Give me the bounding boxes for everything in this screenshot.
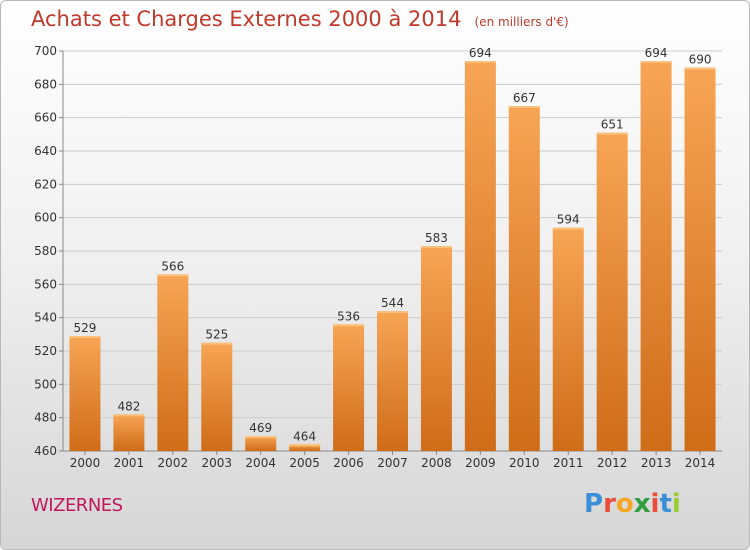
x-tick-label: 2005	[289, 456, 320, 470]
bar	[69, 336, 101, 451]
x-tick-label: 2003	[201, 456, 232, 470]
data-label: 651	[601, 118, 624, 132]
bar	[289, 444, 321, 451]
bar	[245, 436, 277, 451]
data-label: 529	[74, 321, 97, 335]
bar	[640, 61, 672, 451]
logo-letter: t	[659, 489, 672, 519]
bar	[596, 132, 628, 451]
data-label: 482	[117, 399, 140, 413]
x-tick-label: 2002	[158, 456, 189, 470]
y-tick-label: 520	[34, 344, 57, 358]
bar	[552, 227, 584, 451]
logo-letter: i	[671, 489, 681, 519]
logo-letter: r	[603, 489, 616, 519]
bar	[420, 246, 452, 451]
bar	[377, 311, 408, 451]
y-tick-label: 620	[34, 177, 57, 191]
city-name: WIZERNES	[31, 495, 123, 516]
y-tick-label: 660	[34, 111, 57, 125]
data-label: 566	[161, 259, 184, 273]
x-tick-label: 2006	[333, 456, 364, 470]
bar-highlight	[552, 227, 584, 230]
chart-title: Achats et Charges Externes 2000 à 2014	[31, 7, 462, 31]
y-tick-label: 500	[34, 377, 57, 391]
data-label: 544	[381, 296, 404, 310]
data-label: 690	[689, 53, 712, 67]
bar-highlight	[201, 342, 233, 345]
bar-highlight	[377, 311, 408, 313]
bar-highlight	[596, 132, 628, 135]
data-label: 583	[425, 231, 448, 245]
bar-highlight	[420, 246, 452, 248]
y-tick-label: 540	[34, 311, 57, 325]
bar	[464, 61, 496, 451]
x-tick-label: 2007	[377, 456, 408, 470]
x-tick-label: 2014	[685, 456, 716, 470]
y-tick-label: 600	[34, 211, 57, 225]
data-label: 525	[205, 328, 228, 342]
y-tick-label: 460	[34, 444, 57, 458]
bar	[508, 106, 540, 451]
x-tick-label: 2001	[114, 456, 145, 470]
bar-highlight	[464, 61, 496, 63]
y-tick-label: 680	[34, 77, 57, 91]
y-tick-label: 560	[34, 277, 57, 291]
y-tick-label: 700	[34, 44, 57, 58]
x-tick-label: 2008	[421, 456, 452, 470]
data-label: 469	[249, 421, 272, 435]
x-tick-label: 2004	[245, 456, 276, 470]
x-tick-label: 2000	[70, 456, 101, 470]
data-label: 536	[337, 309, 360, 323]
bar	[333, 324, 365, 451]
logo-letter: x	[633, 489, 651, 519]
chart-unit: (en milliers d'€)	[474, 15, 569, 29]
logo-letter: o	[615, 489, 634, 519]
x-tick-label: 2013	[641, 456, 672, 470]
x-tick-label: 2011	[553, 456, 584, 470]
bar-highlight	[157, 274, 189, 277]
data-label: 667	[513, 91, 536, 105]
bar-highlight	[245, 436, 277, 438]
proxiti-logo[interactable]: Proxiti	[584, 489, 681, 519]
x-tick-label: 2012	[597, 456, 628, 470]
x-tick-label: 2009	[465, 456, 496, 470]
title-block: Achats et Charges Externes 2000 à 2014 (…	[31, 7, 569, 31]
data-label: 694	[645, 46, 668, 60]
data-label: 694	[469, 46, 492, 60]
logo-letter: P	[584, 489, 604, 519]
bar	[201, 342, 233, 451]
data-label: 594	[557, 213, 580, 227]
y-tick-label: 640	[34, 144, 57, 158]
bar-highlight	[508, 106, 540, 108]
y-tick-label: 580	[34, 244, 57, 258]
data-label: 464	[293, 429, 316, 443]
logo-letter: i	[650, 489, 660, 519]
bar-highlight	[640, 61, 672, 63]
x-tick-label: 2010	[509, 456, 540, 470]
bar-highlight	[333, 324, 365, 327]
bar-highlight	[289, 444, 321, 447]
bar	[684, 67, 716, 452]
bar	[157, 274, 189, 451]
bar-highlight	[69, 336, 101, 338]
bar-highlight	[684, 67, 716, 70]
bar	[113, 414, 145, 451]
y-tick-label: 480	[34, 411, 57, 425]
bar-highlight	[113, 414, 145, 417]
